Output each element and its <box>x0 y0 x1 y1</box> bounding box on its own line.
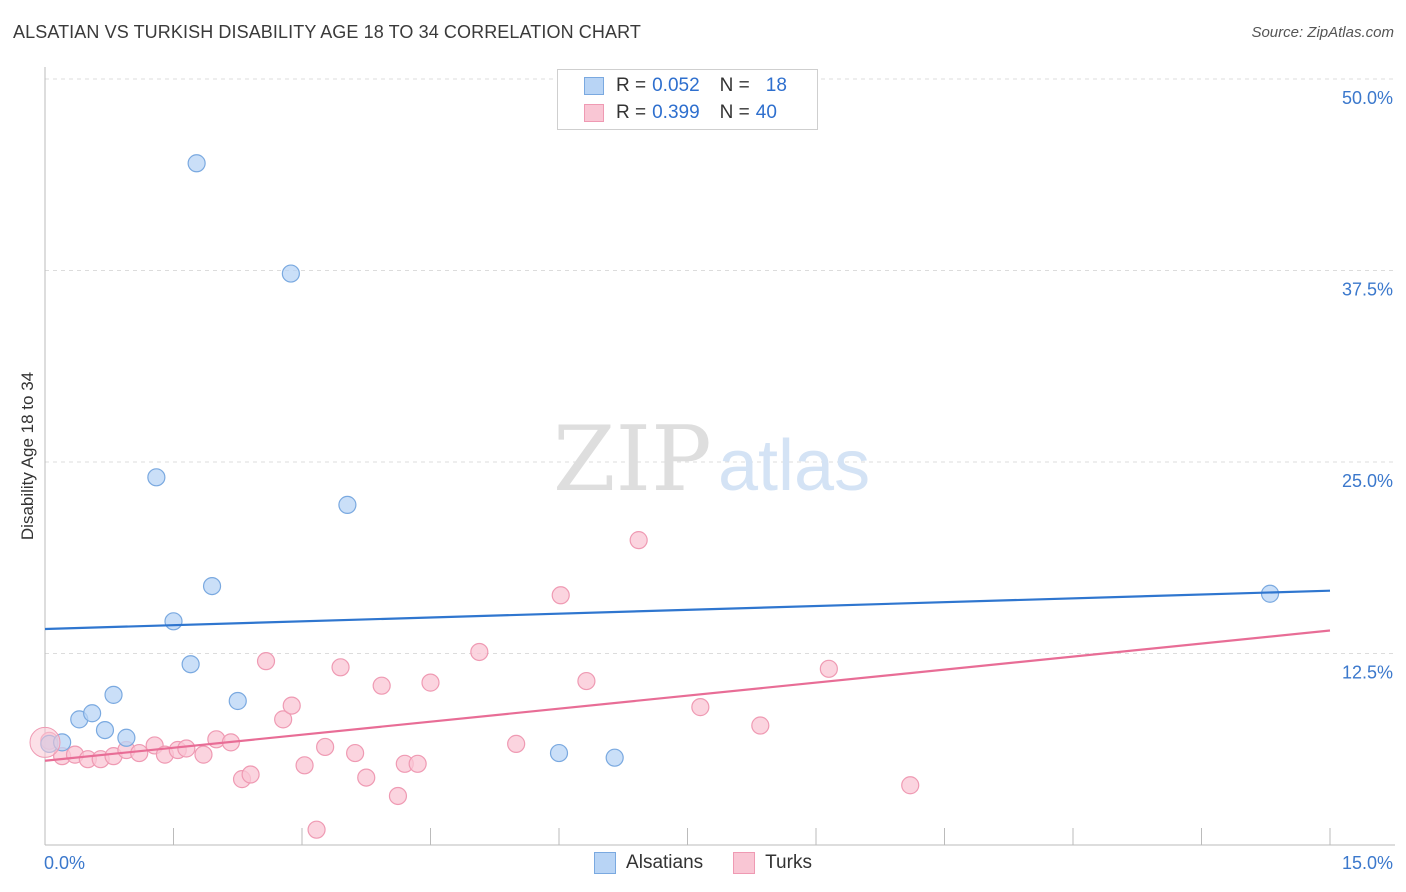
turk-point <box>629 531 648 550</box>
y-tick-label: 37.5% <box>1342 280 1393 300</box>
alsatian-point <box>117 728 136 747</box>
tick-labels: 12.5% 25.0% 37.5% 50.0% 0.0% 15.0% <box>44 88 1393 873</box>
alsatians-trend-line <box>44 589 1331 631</box>
alsatians-swatch <box>584 77 604 95</box>
turk-point <box>295 756 314 775</box>
alsatian-point <box>104 685 123 704</box>
n-label: N = <box>719 102 750 123</box>
alsatian-point <box>147 468 166 487</box>
turk-point <box>194 745 213 764</box>
source-label: Source: ZipAtlas.com <box>1251 24 1394 41</box>
alsatians-swatch <box>594 852 617 874</box>
turk-point <box>331 658 350 677</box>
legend-label: Turks <box>765 852 812 873</box>
turk-point <box>551 586 570 605</box>
turk-point-large <box>29 726 61 758</box>
turk-point <box>577 671 596 691</box>
turk-point <box>177 739 196 758</box>
turk-point <box>507 734 526 753</box>
trend-lines <box>44 589 1331 762</box>
watermark: ZIP atlas <box>553 407 870 512</box>
data-points <box>29 154 1280 839</box>
alsatian-point <box>281 264 300 283</box>
turks-swatch <box>733 852 756 874</box>
r-label: R = <box>616 102 647 123</box>
x-tick-label: 0.0% <box>44 853 85 873</box>
legend-item-turks[interactable]: Turks <box>733 852 812 874</box>
turk-point <box>241 765 260 784</box>
y-axis-label: Disability Age 18 to 34 <box>18 371 37 541</box>
alsatian-point <box>164 612 183 631</box>
alsatian-point <box>338 495 357 514</box>
watermark-zip: ZIP <box>553 407 712 512</box>
watermark-atlas: atlas <box>718 426 870 506</box>
turks-swatch <box>584 104 604 122</box>
n-label: N = <box>719 75 750 96</box>
alsatian-point <box>549 743 569 763</box>
n-value: 40 <box>755 102 777 123</box>
legend-label: Alsatians <box>626 852 704 873</box>
y-tick-label: 50.0% <box>1342 88 1393 108</box>
turk-point <box>256 652 276 671</box>
r-value: 0.399 <box>652 102 700 123</box>
legend-item-alsatians[interactable]: Alsatians <box>594 852 703 874</box>
alsatian-point <box>605 748 624 767</box>
turk-point <box>346 743 365 763</box>
turk-point <box>316 737 335 757</box>
turk-point <box>372 676 391 695</box>
alsatian-point <box>202 576 222 596</box>
x-tick-label: 15.0% <box>1342 853 1393 873</box>
alsatian-point <box>83 704 102 723</box>
r-label: R = <box>616 75 647 96</box>
turk-point <box>282 696 301 715</box>
correlation-legend: R = 0.052 N = 18 R = 0.399 N = 40 <box>557 69 818 130</box>
y-tick-label: 25.0% <box>1342 471 1393 491</box>
alsatian-point <box>95 720 115 740</box>
alsatian-point <box>228 691 247 711</box>
axes <box>44 67 1395 846</box>
series-legend: Alsatians Turks <box>0 852 1406 874</box>
turk-point <box>388 786 408 806</box>
turk-point <box>408 754 427 773</box>
legend-row-alsatians: R = 0.052 N = 18 <box>584 74 787 98</box>
turk-point <box>274 710 293 729</box>
chart-title: ALSATIAN VS TURKISH DISABILITY AGE 18 TO… <box>13 22 641 42</box>
turk-point <box>307 820 326 839</box>
n-value: 18 <box>765 75 787 96</box>
turk-point <box>819 659 838 678</box>
y-tick-label: 12.5% <box>1342 663 1393 683</box>
legend-row-turks: R = 0.399 N = 40 <box>584 101 777 125</box>
gridlines <box>45 78 1395 654</box>
turk-point <box>130 743 149 763</box>
turk-point <box>470 642 489 662</box>
turk-point <box>421 673 440 692</box>
turk-point <box>691 698 710 717</box>
turks-trend-line <box>44 629 1331 762</box>
turk-point <box>357 768 376 787</box>
turk-point <box>751 716 770 735</box>
turk-point <box>901 776 920 795</box>
r-value: 0.052 <box>652 75 700 96</box>
alsatian-point <box>181 655 200 674</box>
alsatian-point <box>187 154 206 173</box>
